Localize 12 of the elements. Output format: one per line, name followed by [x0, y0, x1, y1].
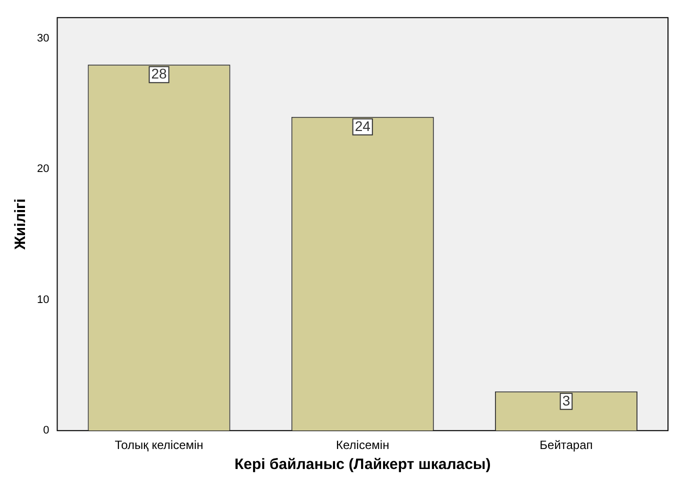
y-tick-label: 10	[36, 294, 50, 306]
x-tick-label: Толық келісемін	[114, 438, 204, 452]
y-tick-label: 30	[36, 32, 50, 45]
data-label: 24	[354, 118, 371, 134]
x-tick-label: Бейтарап	[540, 438, 593, 452]
y-tick-label: 0	[43, 424, 50, 437]
y-axis-title: Жиілігі	[12, 198, 30, 251]
x-tick-label: Келісемін	[336, 438, 390, 452]
data-label: 28	[151, 66, 168, 82]
y-tick-label: 20	[36, 163, 50, 176]
x-axis-title: Кері байланыс (Лайкерт шкаласы)	[234, 456, 491, 474]
data-label: 3	[562, 392, 570, 408]
